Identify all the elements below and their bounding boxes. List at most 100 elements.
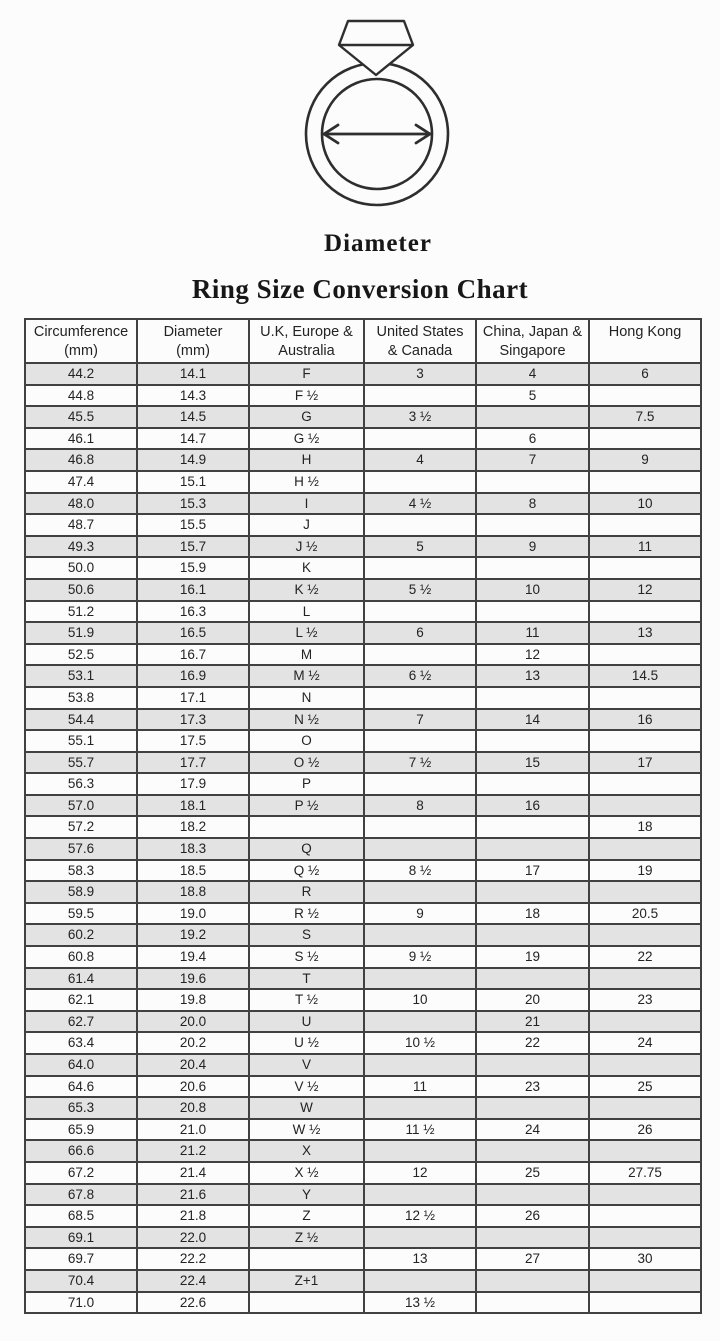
table-cell: 15 (475, 750, 590, 775)
table-cell: 65.9 (24, 1117, 138, 1142)
table-cell: 9 (475, 534, 590, 559)
table-cell: 20.0 (136, 1009, 250, 1034)
table-cell: 6 (363, 621, 477, 645)
table-cell: M (248, 642, 365, 667)
table-cell: 62.7 (24, 1009, 138, 1034)
table-cell: Q (248, 837, 365, 861)
table-cell: 30 (588, 1247, 702, 1271)
table-cell: N ½ (248, 707, 365, 732)
table-cell: 19 (475, 945, 590, 969)
table-cell: 14.3 (136, 383, 250, 408)
table-cell: 5 (363, 534, 477, 559)
table-cell: 18.1 (136, 793, 250, 818)
table-cell: S ½ (248, 945, 365, 969)
table-cell (588, 1290, 702, 1315)
table-cell: 22 (475, 1031, 590, 1055)
table-cell: 67.8 (24, 1182, 138, 1207)
ring-diagram: Diameter (298, 12, 458, 258)
ring-size-conversion-table: Circumference (mm) Diameter (mm) U.K, Europe… (24, 318, 702, 1315)
table-row: 57.2 18.2 18 (24, 815, 702, 840)
table-row: 60.2 19.2 S (24, 923, 702, 948)
table-cell: U (248, 1009, 365, 1034)
table-cell: 14.5 (588, 664, 702, 688)
table-cell (248, 815, 365, 840)
table-cell: Z (248, 1204, 365, 1228)
table-cell (475, 772, 590, 796)
table-cell: 19.6 (136, 966, 250, 991)
table-cell: 4 (363, 448, 477, 472)
table-cell (475, 729, 590, 753)
table-cell: 69.7 (24, 1247, 138, 1271)
table-cell: 8 (363, 793, 477, 818)
table-cell: N (248, 685, 365, 710)
table-cell: 11 (363, 1074, 477, 1099)
table-cell: 19.2 (136, 923, 250, 948)
table-cell: T ½ (248, 988, 365, 1012)
table-cell: P (248, 772, 365, 796)
table-cell: 17.9 (136, 772, 250, 796)
table-cell: 48.7 (24, 513, 138, 537)
table-cell (475, 1268, 590, 1293)
table-cell: X (248, 1139, 365, 1163)
table-cell: 57.2 (24, 815, 138, 840)
table-cell: 58.9 (24, 880, 138, 904)
table-cell (475, 685, 590, 710)
table-cell (363, 685, 477, 710)
table-cell: W ½ (248, 1117, 365, 1142)
table-cell: 21.0 (136, 1117, 250, 1142)
table-row: 64.6 20.6 V ½ 11 23 25 (24, 1074, 702, 1099)
table-row: 68.5 21.8 Z 12 ½ 26 (24, 1204, 702, 1228)
table-cell: 11 (588, 534, 702, 559)
table-cell (248, 1247, 365, 1271)
table-cell: 10 (588, 491, 702, 516)
table-cell: 71.0 (24, 1290, 138, 1315)
table-cell (475, 837, 590, 861)
table-cell: 4 ½ (363, 491, 477, 516)
table-cell (588, 793, 702, 818)
table-row: 48.7 15.5 J (24, 513, 702, 537)
table-cell: 68.5 (24, 1204, 138, 1228)
table-cell: K ½ (248, 577, 365, 602)
table-row: 56.3 17.9 P (24, 772, 702, 796)
table-cell: Z+1 (248, 1268, 365, 1293)
table-cell: 55.7 (24, 750, 138, 775)
table-cell: 10 (363, 988, 477, 1012)
table-cell: 16.5 (136, 621, 250, 645)
table-cell (363, 383, 477, 408)
table-cell: 22.0 (136, 1225, 250, 1250)
column-header: Hong Kong (588, 318, 702, 364)
table-cell: 6 (588, 362, 702, 386)
table-cell (475, 1290, 590, 1315)
table-cell: 20.6 (136, 1074, 250, 1099)
table-row: 57.0 18.1 P ½ 8 16 (24, 793, 702, 818)
table-cell: 17 (475, 858, 590, 883)
table-cell: K (248, 556, 365, 580)
table-cell: L (248, 599, 365, 624)
table-cell (363, 1096, 477, 1120)
table-cell: 12 (363, 1160, 477, 1185)
table-cell: 3 (363, 362, 477, 386)
table-cell: 14.9 (136, 448, 250, 472)
table-cell: 13 (588, 621, 702, 645)
table-cell: 16.3 (136, 599, 250, 624)
table-cell: 55.1 (24, 729, 138, 753)
table-cell (588, 1225, 702, 1250)
table-cell: 12 ½ (363, 1204, 477, 1228)
table-cell: 22.2 (136, 1247, 250, 1271)
table-row: 44.8 14.3 F ½ 5 (24, 383, 702, 408)
table-cell: F (248, 362, 365, 386)
table-cell (475, 556, 590, 580)
table-cell: 66.6 (24, 1139, 138, 1163)
table-cell: 48.0 (24, 491, 138, 516)
table-cell: 20.5 (588, 901, 702, 926)
table-cell: 17.5 (136, 729, 250, 753)
table-cell (363, 772, 477, 796)
table-cell (588, 837, 702, 861)
table-cell (363, 923, 477, 948)
table-cell: 70.4 (24, 1268, 138, 1293)
table-cell: 16 (588, 707, 702, 732)
table-cell: J ½ (248, 534, 365, 559)
table-cell: 49.3 (24, 534, 138, 559)
table-cell: 58.3 (24, 858, 138, 883)
